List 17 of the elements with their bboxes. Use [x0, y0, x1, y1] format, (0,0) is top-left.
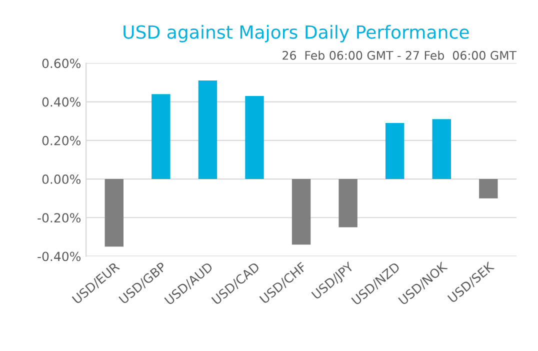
bar: [432, 119, 451, 180]
chart-subtitle: 26 Feb 06:00 GMT - 27 Feb 06:00 GMT: [282, 50, 517, 60]
bar: [152, 94, 170, 180]
y-tick-label: 0.00%: [42, 174, 81, 184]
y-tick-label: 0.20%: [42, 136, 81, 146]
y-tick-label: -0.40%: [38, 252, 81, 262]
bar: [385, 123, 404, 180]
y-tick-label: -0.20%: [38, 213, 81, 223]
y-tick-label: 0.60%: [42, 58, 81, 68]
y-tick-label: 0.40%: [42, 97, 81, 107]
bar: [292, 179, 311, 245]
chart-title: USD against Majors Daily Performance: [124, 24, 469, 42]
bar: [104, 179, 124, 247]
bar: [245, 96, 264, 180]
bar: [198, 80, 218, 180]
bar: [338, 179, 358, 228]
bar: [479, 179, 498, 198]
